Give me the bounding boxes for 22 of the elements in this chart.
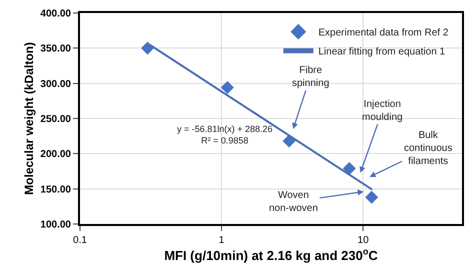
y-tick-label: 300.00 <box>40 78 72 90</box>
annotation: Fibre spinning <box>292 65 330 89</box>
annotation: Injection moulding <box>362 99 403 123</box>
legend-label: Experimental data from Ref 2 <box>318 28 449 39</box>
x-tick-label: 0.1 <box>73 235 88 246</box>
y-axis-title: Molecular weight (kDalton) <box>22 42 36 195</box>
annotation: Bulk continuous filaments <box>404 130 452 167</box>
point <box>220 81 234 94</box>
point <box>282 134 296 148</box>
y-tick-label: 200.00 <box>40 149 72 160</box>
y-tick-label: 150.00 <box>40 184 72 196</box>
x-tick-label: 10 <box>358 235 370 246</box>
y-tick-label: 250.00 <box>40 114 72 125</box>
y-tick-label: 350.00 <box>40 44 72 55</box>
legend-label: Linear fitting from equation 1 <box>318 46 446 58</box>
y-tick-label: 100.00 <box>40 220 72 230</box>
x-tick-label: 1 <box>218 235 225 246</box>
x-axis-title: MFI (g/10min) at 2.16 kg and 230$^{o}$C <box>164 246 378 264</box>
y-tick-label: 400.00 <box>40 8 72 20</box>
point <box>342 162 356 175</box>
annotation: y = -56.81ln(x) + 288.26 R² = 0.9858 <box>177 124 273 146</box>
annotation: Woven non-woven <box>269 190 318 214</box>
